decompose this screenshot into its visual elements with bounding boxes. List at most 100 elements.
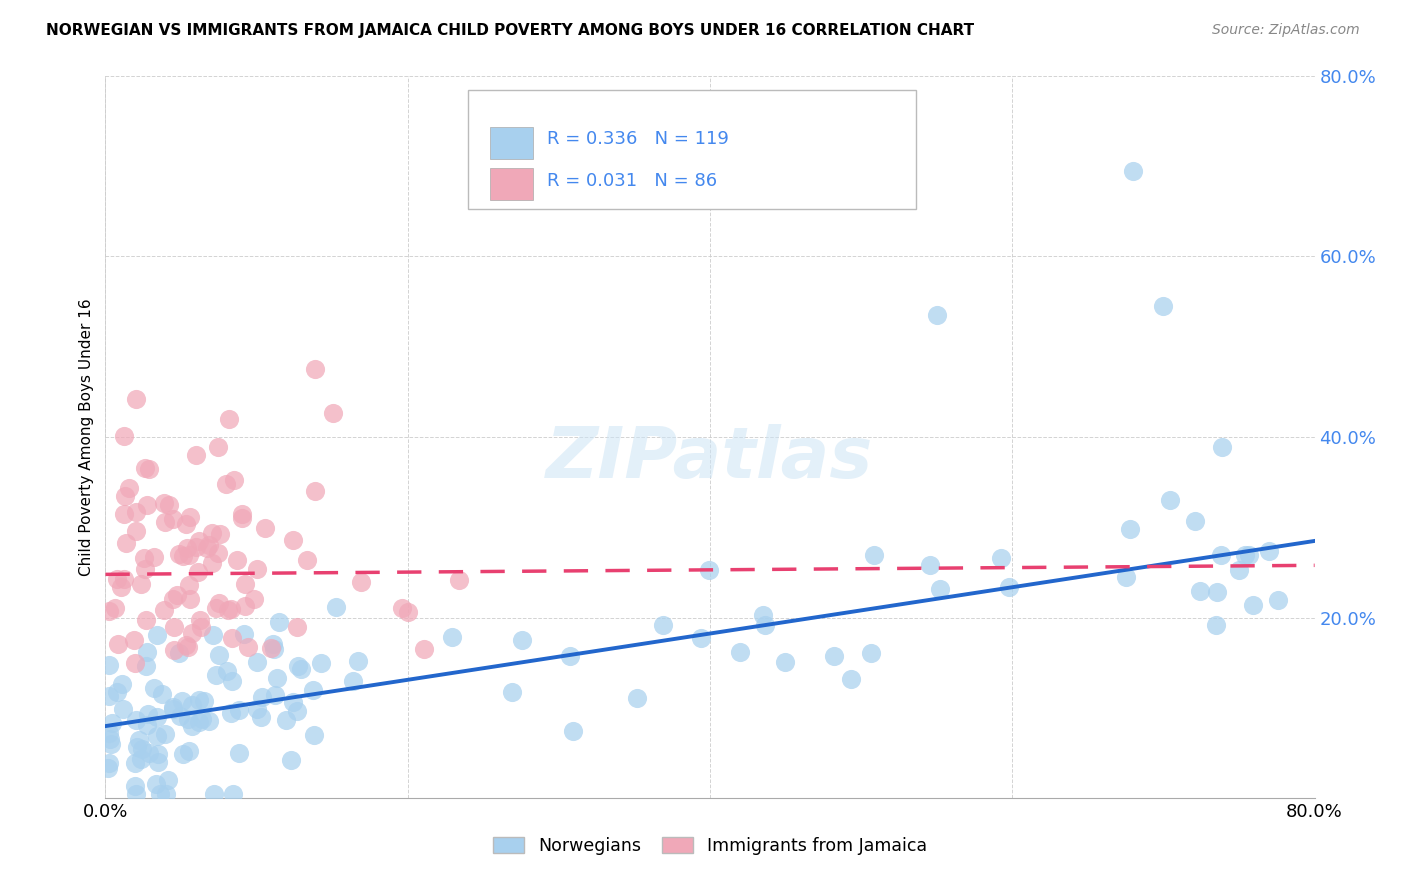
Point	[181, 626, 204, 640]
Point	[865, 145, 887, 160]
Point	[146, 747, 169, 761]
Point	[233, 577, 256, 591]
Point	[188, 715, 211, 730]
Point	[228, 746, 250, 760]
Point	[101, 716, 124, 731]
Point	[112, 428, 135, 442]
Point	[281, 533, 304, 547]
Point	[184, 448, 207, 462]
Point	[226, 553, 249, 567]
Point	[98, 604, 121, 618]
Point	[231, 511, 253, 525]
Point	[122, 632, 145, 647]
Point	[129, 752, 152, 766]
Point	[232, 626, 254, 640]
Point	[297, 553, 319, 567]
Point	[222, 473, 245, 487]
Point	[1241, 598, 1264, 612]
Point	[254, 521, 277, 535]
Point	[350, 575, 373, 590]
Point	[198, 714, 221, 728]
Point	[304, 484, 326, 499]
Point	[260, 640, 283, 655]
Point	[138, 462, 160, 476]
Point	[152, 603, 174, 617]
Point	[155, 727, 177, 741]
Point	[221, 631, 243, 645]
Point	[176, 640, 198, 654]
Point	[136, 498, 159, 512]
Point	[860, 647, 883, 661]
Point	[118, 481, 141, 495]
Point	[205, 601, 228, 615]
Point	[208, 596, 231, 610]
Point	[134, 460, 156, 475]
Point	[217, 664, 239, 678]
Point	[162, 702, 184, 716]
Point	[134, 562, 156, 576]
Point	[396, 605, 419, 619]
Point	[125, 713, 148, 727]
Point	[222, 787, 245, 801]
Point	[110, 580, 132, 594]
Point	[98, 756, 121, 770]
Point	[322, 405, 344, 419]
Point	[325, 600, 347, 615]
Point	[217, 603, 239, 617]
Point	[205, 668, 228, 682]
Point	[125, 392, 148, 406]
Point	[146, 755, 169, 769]
Point	[242, 592, 264, 607]
Point	[1211, 549, 1233, 563]
Point	[283, 695, 305, 709]
Point	[219, 706, 242, 721]
Point	[162, 512, 184, 526]
FancyBboxPatch shape	[489, 128, 533, 159]
Point	[179, 592, 201, 607]
Point	[652, 618, 675, 632]
Text: NORWEGIAN VS IMMIGRANTS FROM JAMAICA CHILD POVERTY AMONG BOYS UNDER 16 CORRELATI: NORWEGIAN VS IMMIGRANTS FROM JAMAICA CHI…	[46, 23, 974, 38]
Point	[146, 709, 169, 723]
Point	[198, 538, 221, 552]
Point	[197, 541, 219, 556]
Point	[146, 628, 169, 642]
Point	[501, 684, 523, 698]
Point	[823, 649, 845, 664]
Point	[347, 654, 370, 668]
Point	[135, 613, 157, 627]
Point	[177, 712, 200, 726]
Point	[266, 671, 288, 685]
Point	[252, 690, 274, 704]
Point	[201, 556, 224, 570]
Point	[202, 787, 225, 801]
Point	[285, 620, 308, 634]
Point	[125, 787, 148, 801]
Point	[172, 549, 194, 563]
Point	[1211, 440, 1233, 454]
Point	[105, 572, 128, 586]
Point	[193, 694, 215, 708]
Point	[207, 648, 229, 662]
Text: R = 0.031   N = 86: R = 0.031 N = 86	[547, 171, 717, 190]
Point	[752, 607, 775, 622]
Text: ZIPatlas: ZIPatlas	[547, 425, 873, 493]
Point	[1119, 522, 1142, 536]
Point	[1205, 618, 1227, 632]
Point	[342, 673, 364, 688]
FancyBboxPatch shape	[468, 90, 915, 210]
Point	[262, 637, 284, 651]
Point	[135, 718, 157, 732]
Point	[125, 505, 148, 519]
Point	[246, 702, 269, 716]
Point	[285, 705, 308, 719]
Point	[180, 719, 202, 733]
Point	[150, 687, 173, 701]
Point	[179, 578, 201, 592]
Point	[207, 545, 229, 559]
Point	[188, 534, 211, 549]
Point	[107, 637, 129, 651]
Point	[135, 659, 157, 673]
Point	[689, 632, 711, 646]
Point	[190, 620, 212, 634]
Point	[115, 536, 138, 550]
